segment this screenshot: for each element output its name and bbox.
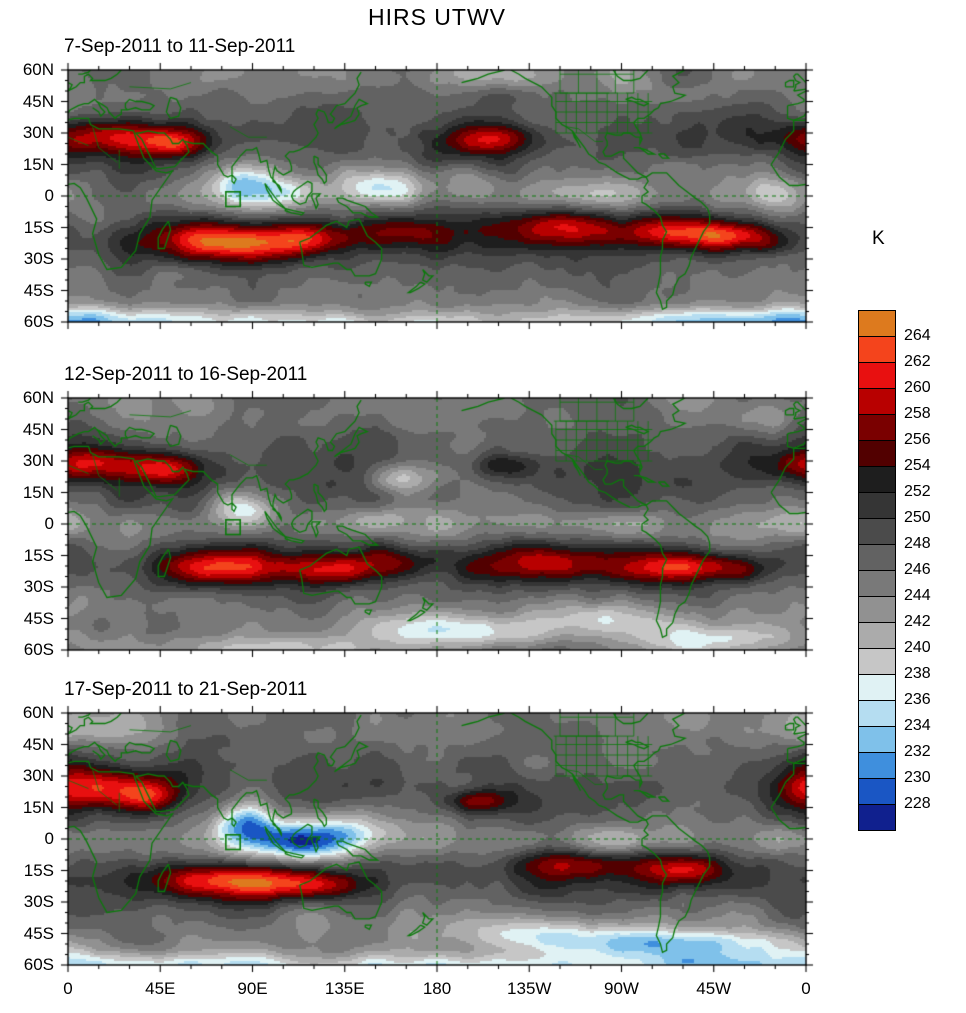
colorbar-segment [859,389,895,415]
colorbar-segment [859,519,895,545]
colorbar [858,310,896,831]
colorbar-tick-label: 236 [904,691,931,708]
colorbar-tick-label: 244 [904,587,931,604]
colorbar-tick-label: 262 [904,353,931,370]
lat-tick-label: 30N [22,451,54,470]
lat-tick-label: 30S [23,892,54,911]
lon-tick-label: 90W [604,979,639,998]
colorbar-segment [859,493,895,519]
colorbar-segment [859,623,895,649]
colorbar-segment [859,649,895,675]
lat-tick-label: 0 [44,186,54,205]
lat-tick-label: 45S [23,280,54,300]
colorbar-segment [859,597,895,623]
lon-tick-label: 0 [801,979,811,998]
lat-tick-label: 15N [22,797,54,817]
lon-tick-label: 135E [324,979,365,998]
colorbar-tick-label: 252 [904,483,931,500]
map-canvas-3 [60,705,814,973]
colorbar-tick-label: 264 [904,327,931,344]
panel-title-2: 12-Sep-2011 to 16-Sep-2011 [64,364,308,385]
colorbar-tick-label: 230 [904,769,931,786]
colorbar-tick-label: 260 [904,379,931,396]
colorbar-tick-label: 254 [904,457,931,474]
lat-tick-label: 15N [22,482,54,502]
lat-tick-label: 0 [44,829,54,848]
colorbar-tick-label: 250 [904,509,931,526]
lon-tick-label: 0 [63,979,73,998]
colorbar-segment [859,337,895,363]
colorbar-tick-label: 240 [904,639,931,656]
panel-title-1: 7-Sep-2011 to 11-Sep-2011 [64,36,296,57]
lat-tick-label: 60S [23,312,54,331]
main-title: HIRS UTWV [367,4,507,30]
colorbar-tick-label: 234 [904,717,931,734]
colorbar-tick-label: 238 [904,665,931,682]
colorbar-tick-label: 256 [904,431,931,448]
colorbar-segment [859,753,895,779]
colorbar-tick-label: 232 [904,743,931,760]
lat-tick-label: 45N [22,734,54,754]
lat-tick-label: 0 [44,514,54,533]
lat-tick-label: 15S [23,217,54,237]
lat-tick-label: 30S [23,249,54,268]
map-canvas-1 [60,62,814,330]
lat-tick-label: 15S [23,545,54,565]
lon-tick-label: 135W [507,979,552,998]
lat-tick-label: 60N [22,703,54,722]
colorbar-segment [859,467,895,493]
lat-tick-label: 30N [22,766,54,785]
lat-tick-label: 45S [23,923,54,943]
lat-tick-label: 60S [23,640,54,659]
colorbar-unit-label: K [872,228,885,249]
lat-tick-label: 30N [22,123,54,142]
colorbar-segment [859,675,895,701]
lat-tick-label: 60N [22,60,54,79]
lon-tick-label: 45E [145,979,176,998]
lat-tick-label: 30S [23,577,54,596]
colorbar-segment [859,779,895,805]
colorbar-segment [859,311,895,337]
colorbar-segment [859,571,895,597]
lat-tick-label: 15N [22,154,54,174]
panel-title-3: 17-Sep-2011 to 21-Sep-2011 [64,679,308,700]
lat-tick-label: 45N [22,91,54,111]
colorbar-segment [859,805,895,830]
lat-tick-label: 60N [22,388,54,407]
colorbar-segment [859,415,895,441]
lat-tick-label: 15S [23,860,54,880]
lat-tick-label: 45S [23,608,54,628]
colorbar-segment [859,441,895,467]
colorbar-tick-label: 228 [904,795,931,812]
lon-tick-label: 180 [422,979,452,998]
colorbar-segment [859,545,895,571]
lon-tick-label: 90E [237,979,268,998]
colorbar-tick-label: 248 [904,535,931,552]
map-canvas-2 [60,390,814,658]
colorbar-segment [859,363,895,389]
lat-tick-label: 45N [22,419,54,439]
lon-tick-label: 45W [696,979,732,998]
colorbar-tick-label: 242 [904,613,931,630]
colorbar-segment [859,727,895,753]
colorbar-segment [859,701,895,727]
colorbar-tick-label: 258 [904,405,931,422]
colorbar-tick-label: 246 [904,561,931,578]
lat-tick-label: 60S [23,955,54,974]
